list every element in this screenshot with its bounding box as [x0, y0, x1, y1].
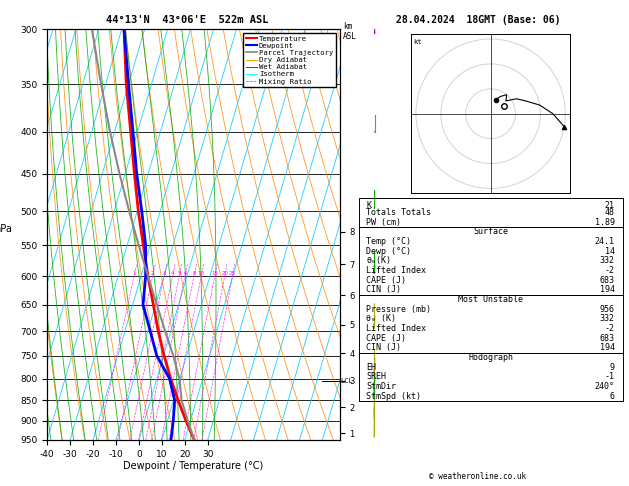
- Text: K: K: [367, 201, 372, 209]
- Text: Lifted Index: Lifted Index: [367, 324, 426, 333]
- Text: SREH: SREH: [367, 372, 386, 381]
- Text: 2: 2: [151, 271, 154, 276]
- Text: 683: 683: [600, 333, 615, 343]
- Y-axis label: hPa: hPa: [0, 225, 13, 235]
- Text: 6: 6: [610, 392, 615, 400]
- Text: Most Unstable: Most Unstable: [458, 295, 523, 304]
- Text: 240°: 240°: [595, 382, 615, 391]
- Text: -2: -2: [605, 324, 615, 333]
- Text: 24.1: 24.1: [595, 237, 615, 246]
- Text: 683: 683: [600, 276, 615, 285]
- Text: CIN (J): CIN (J): [367, 285, 401, 294]
- Text: 8: 8: [192, 271, 196, 276]
- Bar: [359, 198, 623, 227]
- Bar: [359, 227, 623, 295]
- Text: 5: 5: [177, 271, 181, 276]
- Text: Totals Totals: Totals Totals: [367, 208, 431, 217]
- Text: km
ASL: km ASL: [343, 22, 357, 41]
- Text: Lifted Index: Lifted Index: [367, 266, 426, 275]
- Text: StmSpd (kt): StmSpd (kt): [367, 392, 421, 400]
- Text: 10: 10: [198, 271, 204, 276]
- Text: 48: 48: [605, 208, 615, 217]
- Text: -2: -2: [605, 266, 615, 275]
- Text: LCL: LCL: [340, 378, 353, 384]
- Text: 332: 332: [600, 314, 615, 323]
- Text: kt: kt: [413, 39, 422, 45]
- Text: 14: 14: [605, 246, 615, 256]
- Bar: [359, 353, 623, 401]
- Text: θₑ (K): θₑ (K): [367, 314, 396, 323]
- Text: 332: 332: [600, 256, 615, 265]
- Text: 9: 9: [610, 363, 615, 371]
- Text: 28.04.2024  18GMT (Base: 06): 28.04.2024 18GMT (Base: 06): [396, 15, 560, 25]
- Text: 44°13'N  43°06'E  522m ASL: 44°13'N 43°06'E 522m ASL: [106, 15, 269, 25]
- Text: -1: -1: [605, 372, 615, 381]
- Text: EH: EH: [367, 363, 376, 371]
- Text: 3: 3: [162, 271, 166, 276]
- Text: © weatheronline.co.uk: © weatheronline.co.uk: [430, 472, 526, 481]
- Text: 956: 956: [600, 305, 615, 313]
- Text: PW (cm): PW (cm): [367, 218, 401, 226]
- X-axis label: Dewpoint / Temperature (°C): Dewpoint / Temperature (°C): [123, 461, 264, 471]
- Text: Temp (°C): Temp (°C): [367, 237, 411, 246]
- Text: CAPE (J): CAPE (J): [367, 333, 406, 343]
- Text: 6: 6: [183, 271, 187, 276]
- Text: 25: 25: [229, 271, 236, 276]
- Text: 20: 20: [221, 271, 228, 276]
- Text: Pressure (mb): Pressure (mb): [367, 305, 431, 313]
- Legend: Temperature, Dewpoint, Parcel Trajectory, Dry Adiabat, Wet Adiabat, Isotherm, Mi: Temperature, Dewpoint, Parcel Trajectory…: [243, 33, 336, 87]
- Text: CAPE (J): CAPE (J): [367, 276, 406, 285]
- Text: Dewp (°C): Dewp (°C): [367, 246, 411, 256]
- Text: 15: 15: [211, 271, 218, 276]
- Text: CIN (J): CIN (J): [367, 343, 401, 352]
- Text: Hodograph: Hodograph: [468, 353, 513, 362]
- Text: 21: 21: [605, 201, 615, 209]
- Bar: [359, 295, 623, 353]
- Text: 194: 194: [600, 285, 615, 294]
- Text: StmDir: StmDir: [367, 382, 396, 391]
- Text: 194: 194: [600, 343, 615, 352]
- Text: 1.89: 1.89: [595, 218, 615, 226]
- Text: θₑ(K): θₑ(K): [367, 256, 391, 265]
- Text: 4: 4: [171, 271, 174, 276]
- Text: 1: 1: [132, 271, 136, 276]
- Text: Surface: Surface: [473, 227, 508, 236]
